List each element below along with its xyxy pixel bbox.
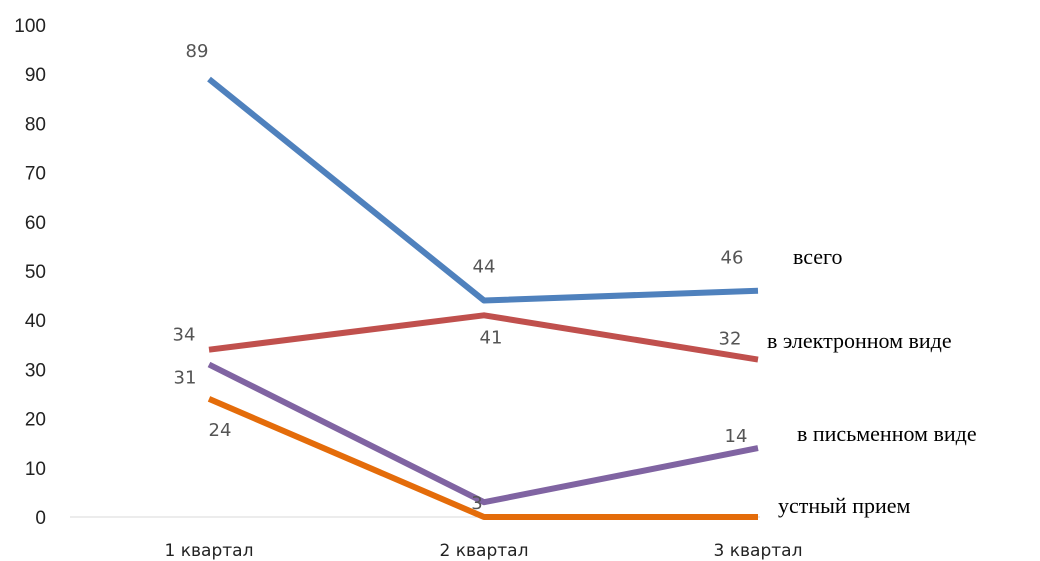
data-label: 3: [471, 493, 482, 514]
y-tick-label: 90: [25, 65, 46, 86]
series-line-electronic: [208, 312, 759, 363]
y-tick-label: 80: [25, 114, 46, 135]
series-lines: [207, 76, 759, 520]
y-tick-label: 10: [25, 459, 46, 480]
data-labels: 89 44 46 34 41 32 31 3 14 24: [173, 41, 748, 514]
y-tick-label: 20: [25, 410, 46, 431]
y-tick-label: 0: [35, 508, 46, 529]
x-tick-label: 1 квартал: [165, 541, 254, 561]
data-label: 46: [721, 248, 744, 269]
y-tick-label: 100: [14, 16, 46, 37]
data-label: 89: [186, 41, 209, 62]
data-label: 24: [209, 420, 232, 441]
series-line-oral: [207, 396, 758, 520]
data-label: 32: [719, 329, 742, 350]
series-label-oral: устный прием: [778, 493, 911, 518]
series-labels: всего в электронном виде в письменном ви…: [767, 244, 977, 518]
series-label-written: в письменном виде: [797, 421, 977, 446]
series-label-total: всего: [793, 244, 843, 269]
y-tick-label: 70: [25, 164, 46, 185]
y-tick-label: 40: [25, 311, 46, 332]
series-line-total: [207, 76, 759, 304]
series-label-electronic: в электронном виде: [767, 328, 952, 353]
y-tick-label: 30: [25, 360, 46, 381]
data-label: 14: [725, 426, 748, 447]
data-label: 41: [480, 327, 503, 348]
data-label: 34: [173, 325, 196, 346]
x-tick-label: 3 квартал: [714, 541, 803, 561]
data-label: 44: [473, 257, 496, 278]
data-label: 31: [174, 367, 197, 388]
x-tick-label: 2 квартал: [440, 541, 529, 561]
y-tick-label: 60: [25, 213, 46, 234]
y-tick-label: 50: [25, 262, 46, 283]
y-axis: 0 10 20 30 40 50 60 70 80 90 100: [14, 16, 46, 529]
x-axis: 1 квартал 2 квартал 3 квартал: [165, 541, 803, 561]
series-line-written: [207, 361, 759, 506]
